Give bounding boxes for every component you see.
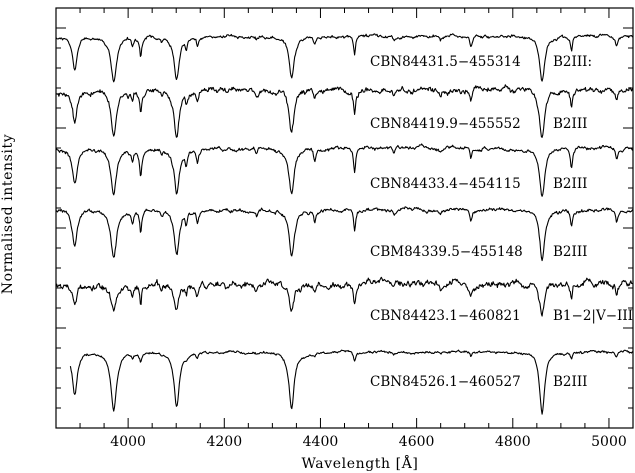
- x-tick-label: 5000: [591, 434, 627, 450]
- labels-group: CBN84431.5−455314 B2III: CBN84419.9−455552…: [370, 54, 633, 390]
- x-tick-label: 4200: [206, 434, 242, 450]
- spectral-type-label: B2III: [553, 176, 588, 192]
- plot-frame: [55, 7, 634, 429]
- spectrum-line-3: [55, 143, 634, 197]
- x-tick-label: 4000: [110, 434, 146, 450]
- series-name-label: CBM84339.5−455148: [370, 244, 523, 260]
- spectral-type-label: B2III: [553, 374, 588, 390]
- x-tick-label: 4400: [303, 434, 339, 450]
- series-name-label: CBN84433.4−454115: [370, 176, 521, 192]
- spectrum-line-6: [69, 349, 634, 415]
- spectral-type-label: B1−2|V−III: [553, 308, 633, 324]
- spectral-type-label: B2III: [553, 116, 588, 132]
- spectral-type-label: B2III: [553, 244, 588, 260]
- x-tick-label: 4600: [399, 434, 435, 450]
- spectrum-line-1: [55, 33, 634, 83]
- series-name-label: CBN84423.1−460821: [370, 308, 521, 324]
- spectral-type-label: B2III:: [553, 54, 592, 70]
- x-tick-label: 4800: [495, 434, 531, 450]
- series-name-label: CBN84526.1−460527: [370, 374, 521, 390]
- spectrum-line-4: [55, 206, 634, 262]
- series-name-label: CBN84431.5−455314: [370, 54, 521, 70]
- ticks-group: 4000 4200 4400 4600 4800 5000: [56, 8, 633, 450]
- spectra-group: [55, 33, 634, 415]
- y-axis-title: Normalised intensity: [0, 134, 16, 294]
- x-axis-title: Wavelength [Å]: [302, 454, 419, 472]
- series-name-label: CBN84419.9−455552: [370, 116, 521, 132]
- spectrum-line-2: [55, 84, 634, 138]
- spectrum-line-5: [55, 276, 634, 317]
